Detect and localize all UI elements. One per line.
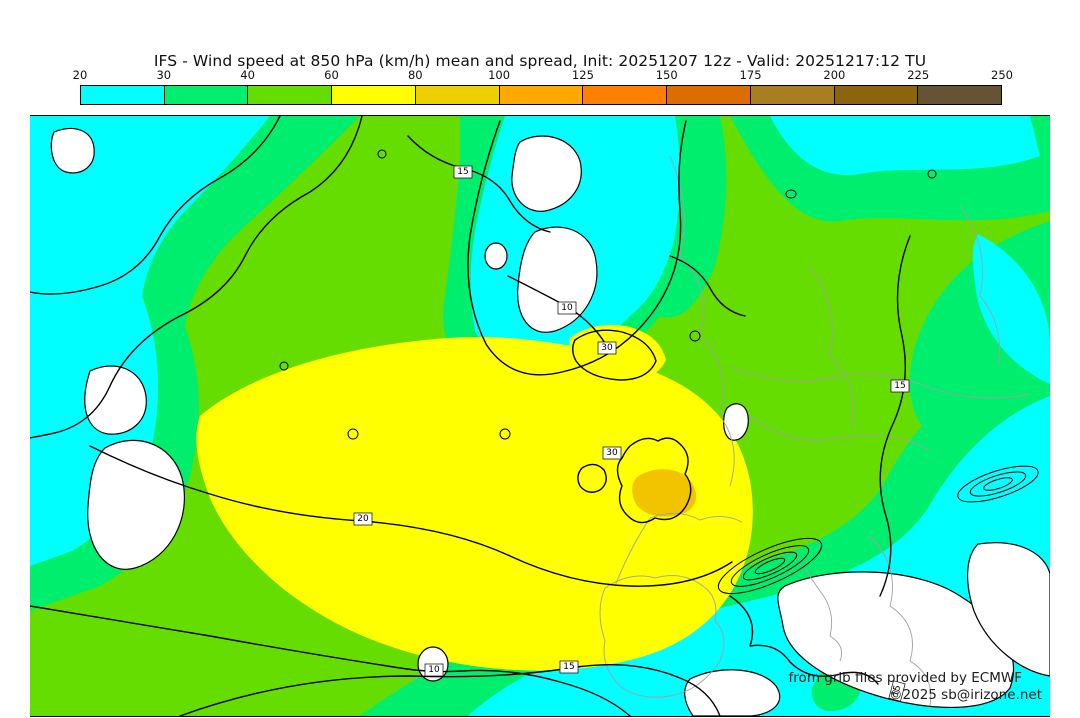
attribution-source: from grib files provided by ECMWF — [789, 670, 1022, 686]
map-title: IFS - Wind speed at 850 hPa (km/h) mean … — [153, 52, 927, 70]
contour-label: 10 — [557, 301, 577, 315]
svg-text:15: 15 — [894, 381, 905, 391]
contour-label: 20 — [353, 512, 373, 526]
colorbar-tick-label: 40 — [240, 68, 255, 82]
svg-text:15: 15 — [563, 662, 574, 672]
svg-text:15: 15 — [891, 684, 904, 698]
contour-label: 10 — [424, 663, 444, 677]
contour-label: 15 — [453, 165, 473, 179]
colorbar-tick-label: 225 — [907, 68, 930, 82]
colorbar-segment — [749, 86, 834, 104]
colorbar-tick-label: 100 — [488, 68, 511, 82]
colorbar-tick-label: 20 — [72, 68, 88, 82]
colorbar-segment — [917, 86, 1002, 104]
colorbar-segments — [80, 85, 1002, 105]
colorbar-segment — [414, 86, 499, 104]
colorbar-tick-label: 175 — [739, 68, 762, 82]
colorbar-segment — [582, 86, 667, 104]
calm-wind-patches — [50, 127, 1050, 716]
colorbar-tick-label: 200 — [823, 68, 846, 82]
colorbar-segment — [331, 86, 415, 104]
contour-label: 15 — [890, 379, 910, 393]
svg-text:10: 10 — [428, 665, 440, 675]
mountain-contour-cluster-alps — [717, 537, 823, 595]
contour-label: 15 — [888, 680, 906, 702]
colorbar-segment — [81, 86, 164, 104]
colorbar-segment — [163, 86, 248, 104]
colorbar-tick-label: 60 — [324, 68, 339, 82]
colorbar-segment — [833, 86, 918, 104]
colorbar-segment — [247, 86, 332, 104]
attribution-copyright: ©2025 sb@irizone.net — [889, 687, 1042, 703]
colorbar-segment — [498, 86, 583, 104]
svg-text:15: 15 — [457, 167, 468, 177]
contour-label: 30 — [597, 341, 617, 355]
colorbar-labels: 20 30 40 60 80 100 125 150 175 200 225 250 — [73, 68, 1013, 82]
spread-contours — [30, 116, 937, 716]
colorbar-tick-label: 250 — [991, 68, 1013, 82]
svg-text:10: 10 — [561, 303, 573, 313]
svg-text:30: 30 — [606, 448, 618, 458]
colorbar-tick-label: 125 — [571, 68, 594, 82]
mountain-contour-cluster-balkans — [957, 465, 1039, 503]
colorbar-segment — [666, 86, 750, 104]
colorbar-tick-label: 30 — [156, 68, 172, 82]
svg-text:30: 30 — [601, 343, 613, 353]
colorbar-tick-label: 150 — [655, 68, 678, 82]
map-canvas: 15 10 30 15 30 20 10 15 15 from grib fil… — [30, 116, 1050, 716]
contour-label: 30 — [602, 446, 622, 460]
contour-label: 15 — [559, 660, 579, 674]
colorbar-tick-label: 80 — [407, 68, 423, 82]
svg-text:20: 20 — [357, 514, 369, 524]
map-frame: 15 10 30 15 30 20 10 15 15 from grib fil… — [30, 115, 1050, 717]
